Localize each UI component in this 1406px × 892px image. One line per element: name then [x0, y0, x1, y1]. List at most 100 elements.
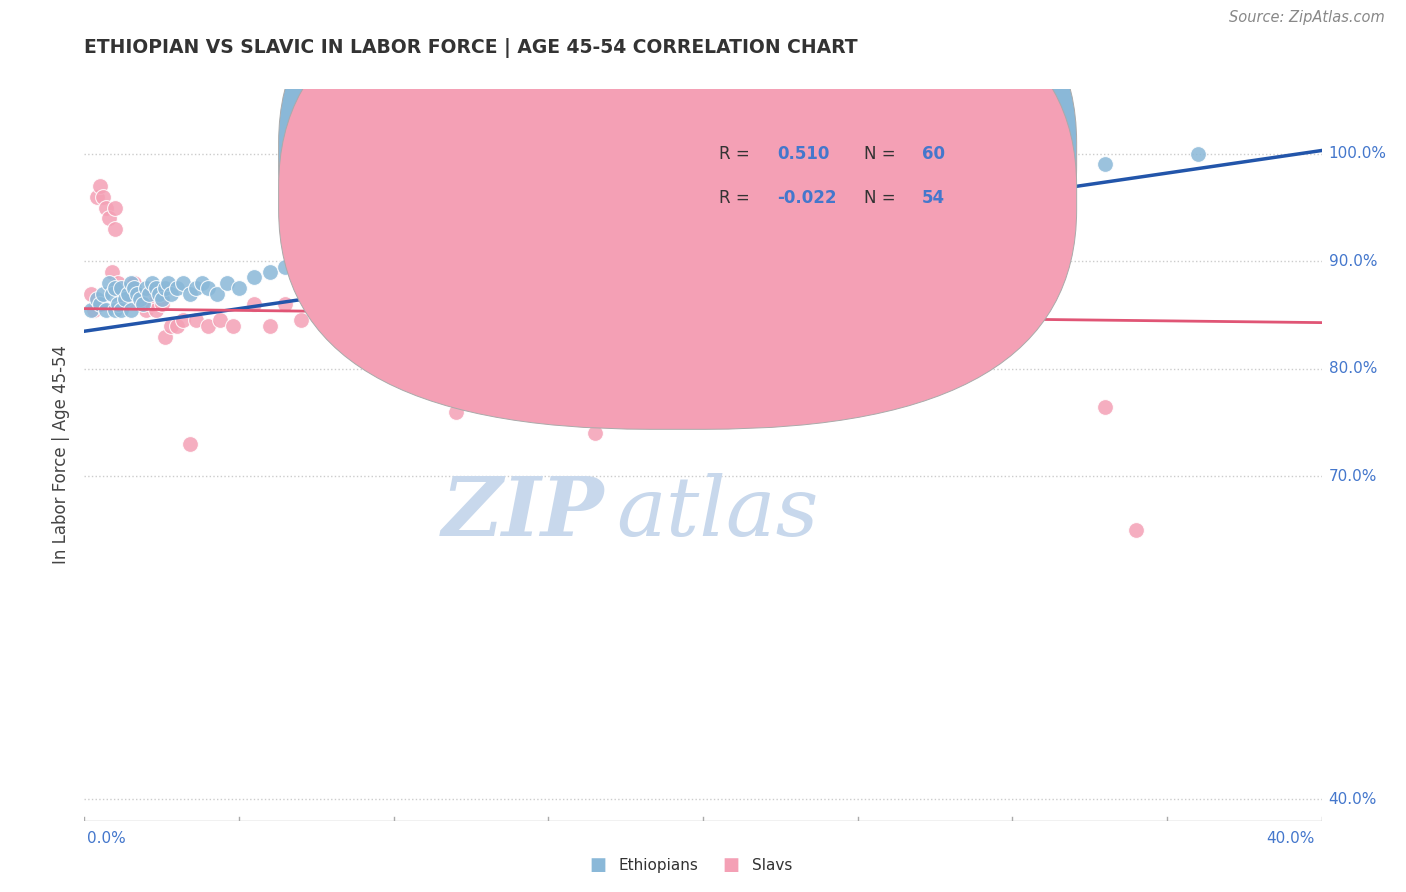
Point [89, 179, 111, 194]
Point [120, 302, 142, 317]
Point [583, 426, 606, 441]
Point [104, 302, 127, 317]
Point [692, 260, 714, 274]
Text: ■: ■ [723, 855, 740, 873]
Point [138, 286, 160, 301]
Point [197, 318, 219, 333]
Point [908, 141, 931, 155]
Text: 80.0%: 80.0% [1329, 361, 1376, 376]
Point [145, 281, 167, 295]
Text: R =: R = [718, 189, 755, 207]
Point [156, 276, 179, 290]
Text: 0.0%: 0.0% [87, 831, 127, 846]
Point [197, 281, 219, 295]
Point [148, 286, 170, 301]
Point [98, 211, 121, 226]
Point [86, 190, 108, 204]
Text: 0.510: 0.510 [778, 145, 830, 163]
Point [645, 318, 668, 333]
Point [222, 318, 245, 333]
Point [413, 313, 436, 327]
Point [129, 292, 152, 306]
Text: 90.0%: 90.0% [1329, 254, 1376, 268]
Text: 70.0%: 70.0% [1329, 469, 1376, 484]
Point [132, 297, 155, 311]
Point [321, 318, 343, 333]
Point [101, 265, 124, 279]
Point [475, 254, 498, 268]
Point [107, 276, 129, 290]
Point [290, 254, 312, 268]
Point [692, 313, 714, 327]
Point [79, 302, 101, 317]
Point [138, 286, 160, 301]
Point [153, 281, 176, 295]
Text: atlas: atlas [616, 474, 818, 553]
Point [444, 244, 467, 258]
Text: R =: R = [718, 145, 755, 163]
Point [86, 292, 108, 306]
Point [274, 260, 297, 274]
Point [125, 286, 148, 301]
Point [104, 201, 127, 215]
Point [145, 302, 167, 317]
Point [1187, 146, 1209, 161]
Point [179, 286, 201, 301]
Point [91, 190, 114, 204]
Point [150, 297, 173, 311]
Point [1094, 157, 1116, 171]
Point [110, 286, 132, 301]
Point [207, 286, 229, 301]
Text: N =: N = [863, 145, 901, 163]
Point [120, 292, 142, 306]
Point [661, 265, 683, 279]
Point [117, 281, 139, 295]
Point [114, 292, 136, 306]
Point [444, 405, 467, 419]
Point [141, 276, 163, 290]
Text: 40.0%: 40.0% [1267, 831, 1315, 846]
Point [1094, 400, 1116, 414]
Point [754, 244, 776, 258]
Point [179, 437, 201, 451]
Point [506, 405, 529, 419]
Point [153, 329, 176, 343]
Point [209, 313, 232, 327]
Point [129, 292, 152, 306]
Point [382, 313, 405, 327]
FancyBboxPatch shape [278, 0, 1077, 385]
Point [382, 233, 405, 247]
Point [110, 281, 132, 295]
Point [259, 318, 281, 333]
Point [160, 318, 183, 333]
Point [101, 286, 124, 301]
Text: ZIP: ZIP [441, 474, 605, 553]
Text: -0.022: -0.022 [778, 189, 837, 207]
Point [815, 222, 838, 236]
Point [148, 286, 170, 301]
Point [94, 302, 117, 317]
Point [630, 281, 652, 295]
Point [228, 281, 250, 295]
Point [243, 297, 266, 311]
Point [79, 286, 101, 301]
Point [738, 318, 761, 333]
Point [321, 244, 343, 258]
Point [352, 260, 374, 274]
Point [290, 313, 312, 327]
Point [568, 276, 591, 290]
Point [537, 286, 560, 301]
Text: N =: N = [863, 189, 901, 207]
Point [83, 302, 105, 317]
Point [475, 318, 498, 333]
Point [98, 276, 121, 290]
Point [122, 276, 145, 290]
Point [120, 286, 142, 301]
Point [166, 318, 188, 333]
Point [599, 260, 621, 274]
Point [172, 276, 194, 290]
Point [125, 286, 148, 301]
Point [135, 302, 157, 317]
Text: Ethiopians: Ethiopians [619, 858, 699, 872]
FancyBboxPatch shape [628, 115, 1038, 235]
